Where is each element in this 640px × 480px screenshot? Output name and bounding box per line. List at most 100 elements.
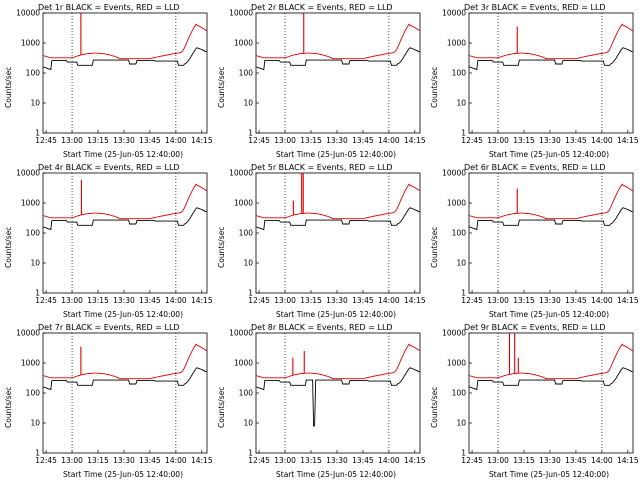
x-tick-label: 14:15	[191, 296, 213, 305]
x-tick-label: 13:00	[487, 296, 509, 305]
chart-title: Det 7r BLACK = Events, RED = LLD	[38, 323, 180, 332]
x-tick-label: 13:30	[113, 136, 135, 145]
x-tick-label: 13:15	[513, 136, 535, 145]
y-tick-label: 1000	[447, 199, 466, 208]
chart-panel-det-2r: Det 2r BLACK = Events, RED = LLD Start T…	[213, 0, 426, 160]
chart-svg-det-4r: Det 4r BLACK = Events, RED = LLD Start T…	[4, 163, 213, 319]
chart-title: Det 9r BLACK = Events, RED = LLD	[464, 323, 606, 332]
series-line-lld	[469, 23, 633, 60]
y-axis-label: Counts/sec	[217, 387, 226, 428]
y-axis-label: Counts/sec	[4, 67, 13, 108]
x-tick-label: 14:15	[191, 136, 213, 145]
y-tick-label: 1	[35, 289, 40, 298]
chart-svg-det-7r: Det 7r BLACK = Events, RED = LLD Start T…	[4, 323, 213, 479]
x-tick-label: 12:45	[35, 296, 57, 305]
y-tick-label: 100	[26, 389, 41, 398]
x-tick-label: 13:00	[61, 296, 83, 305]
series-line-events	[43, 367, 207, 391]
x-tick-label: 13:30	[326, 296, 348, 305]
y-tick-label: 1000	[447, 359, 466, 368]
chart-svg-det-3r: Det 3r BLACK = Events, RED = LLD Start T…	[430, 3, 639, 159]
chart-svg-det-6r: Det 6r BLACK = Events, RED = LLD Start T…	[430, 163, 639, 319]
y-tick-label: 10000	[16, 329, 40, 338]
chart-title: Det 5r BLACK = Events, RED = LLD	[251, 163, 393, 172]
series-line-lld	[43, 343, 207, 380]
y-tick-label: 1000	[234, 359, 253, 368]
y-tick-label: 100	[26, 229, 41, 238]
chart-panel-det-3r: Det 3r BLACK = Events, RED = LLD Start T…	[426, 0, 639, 160]
chart-panel-det-9r: Det 9r BLACK = Events, RED = LLD Start T…	[426, 320, 639, 480]
series-line-events	[469, 47, 633, 71]
plot-frame	[468, 332, 634, 454]
chart-panel-det-1r: Det 1r BLACK = Events, RED = LLD Start T…	[0, 0, 213, 160]
x-tick-label: 13:45	[565, 456, 587, 465]
x-tick-label: 14:15	[617, 136, 639, 145]
x-tick-label: 14:15	[404, 296, 426, 305]
y-tick-label: 1000	[21, 199, 40, 208]
x-tick-label: 13:15	[87, 296, 109, 305]
x-tick-label: 14:00	[378, 136, 400, 145]
series-line-lld	[43, 23, 207, 60]
y-axis-label: Counts/sec	[430, 227, 439, 268]
x-tick-label: 12:45	[248, 296, 270, 305]
y-tick-label: 100	[452, 389, 467, 398]
chart-svg-det-2r: Det 2r BLACK = Events, RED = LLD Start T…	[217, 3, 426, 159]
y-tick-label: 10000	[229, 329, 253, 338]
plot-frame	[255, 332, 421, 454]
x-tick-label: 14:00	[591, 296, 613, 305]
y-tick-label: 10	[30, 419, 40, 428]
x-tick-label: 13:15	[300, 136, 322, 145]
chart-title: Det 3r BLACK = Events, RED = LLD	[464, 3, 606, 12]
x-tick-label: 13:30	[539, 456, 561, 465]
y-tick-label: 100	[239, 229, 254, 238]
series-line-lld	[256, 183, 420, 220]
y-tick-label: 100	[452, 229, 467, 238]
x-tick-label: 13:00	[274, 296, 296, 305]
y-tick-label: 1000	[447, 39, 466, 48]
y-tick-label: 1	[461, 449, 466, 458]
y-tick-label: 1	[248, 129, 253, 138]
series-line-events	[256, 47, 420, 71]
x-tick-label: 14:00	[165, 456, 187, 465]
x-axis-label: Start Time (25-Jun-05 12:40:00)	[276, 470, 396, 479]
x-tick-label: 13:30	[113, 296, 135, 305]
x-tick-label: 14:15	[617, 296, 639, 305]
x-tick-label: 14:00	[165, 136, 187, 145]
x-tick-label: 13:45	[139, 136, 161, 145]
chart-panel-det-7r: Det 7r BLACK = Events, RED = LLD Start T…	[0, 320, 213, 480]
series-line-events	[469, 207, 633, 231]
plot-frame	[468, 12, 634, 134]
x-tick-label: 13:45	[352, 456, 374, 465]
y-tick-label: 10000	[442, 329, 466, 338]
y-axis-label: Counts/sec	[4, 227, 13, 268]
x-tick-label: 13:15	[87, 456, 109, 465]
chart-svg-det-5r: Det 5r BLACK = Events, RED = LLD Start T…	[217, 163, 426, 319]
x-axis-label: Start Time (25-Jun-05 12:40:00)	[63, 470, 183, 479]
chart-panel-det-8r: Det 8r BLACK = Events, RED = LLD Start T…	[213, 320, 426, 480]
x-tick-label: 13:00	[61, 456, 83, 465]
x-tick-label: 13:15	[87, 136, 109, 145]
y-tick-label: 10	[456, 419, 466, 428]
x-tick-label: 13:00	[487, 456, 509, 465]
chart-title: Det 6r BLACK = Events, RED = LLD	[464, 163, 606, 172]
x-tick-label: 13:45	[565, 296, 587, 305]
x-tick-label: 13:00	[487, 136, 509, 145]
x-tick-label: 14:00	[378, 456, 400, 465]
x-tick-label: 14:15	[404, 136, 426, 145]
y-tick-label: 10000	[16, 9, 40, 18]
y-tick-label: 10	[243, 99, 253, 108]
y-axis-label: Counts/sec	[4, 387, 13, 428]
plot-frame	[42, 172, 208, 294]
x-tick-label: 13:45	[139, 456, 161, 465]
x-axis-label: Start Time (25-Jun-05 12:40:00)	[489, 150, 609, 159]
x-tick-label: 14:15	[191, 456, 213, 465]
x-tick-label: 13:45	[139, 296, 161, 305]
x-tick-label: 13:45	[565, 136, 587, 145]
x-tick-label: 13:15	[513, 456, 535, 465]
series-line-events	[256, 207, 420, 231]
x-tick-label: 12:45	[35, 136, 57, 145]
plot-frame	[42, 12, 208, 134]
x-axis-label: Start Time (25-Jun-05 12:40:00)	[276, 150, 396, 159]
y-tick-label: 10000	[229, 9, 253, 18]
